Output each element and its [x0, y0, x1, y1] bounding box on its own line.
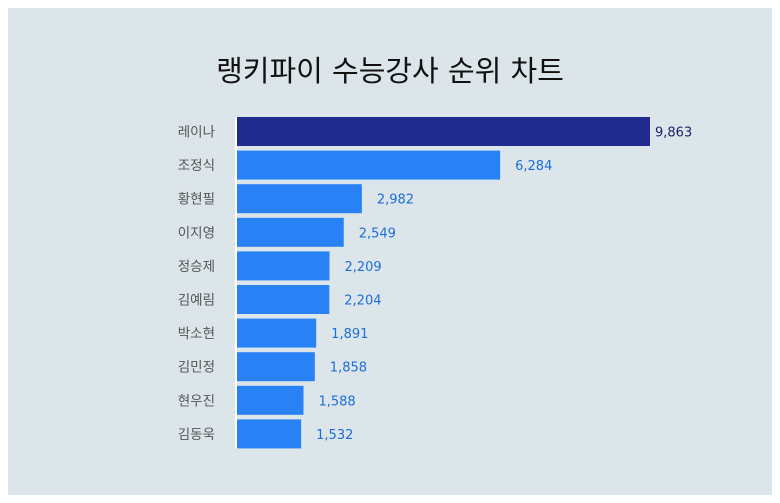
- chart-title: 랭키파이 수능강사 순위 차트: [216, 54, 564, 88]
- value-label: 2,209: [344, 260, 381, 275]
- bar: [237, 285, 330, 314]
- bar: [237, 184, 362, 214]
- category-label: 이지영: [178, 225, 215, 241]
- bar: [237, 352, 315, 382]
- value-label: 1,588: [318, 394, 355, 409]
- value-label: 2,204: [344, 294, 381, 309]
- category-label: 황현필: [178, 192, 215, 208]
- bar: [237, 117, 650, 146]
- value-label: 9,863: [655, 126, 692, 141]
- bar: [237, 217, 344, 247]
- value-label: 6,284: [515, 159, 552, 174]
- value-label: 1,532: [316, 428, 353, 443]
- category-label: 김동욱: [178, 427, 215, 443]
- value-label: 2,549: [359, 226, 396, 241]
- bar: [237, 150, 501, 180]
- category-label: 정승제: [178, 259, 215, 275]
- bar: [237, 385, 304, 415]
- category-label: 박소현: [178, 326, 215, 342]
- chart-panel: [8, 8, 772, 495]
- bar: [237, 318, 317, 348]
- category-label: 현우진: [178, 393, 215, 409]
- value-label: 1,891: [331, 327, 368, 342]
- bar: [237, 419, 302, 449]
- category-label: 조정식: [178, 158, 215, 174]
- category-label: 김민정: [178, 360, 215, 376]
- value-label: 1,858: [330, 361, 367, 376]
- bar: [237, 251, 330, 281]
- category-label: 레이나: [178, 125, 215, 141]
- category-label: 김예림: [178, 293, 215, 309]
- value-label: 2,982: [377, 193, 414, 208]
